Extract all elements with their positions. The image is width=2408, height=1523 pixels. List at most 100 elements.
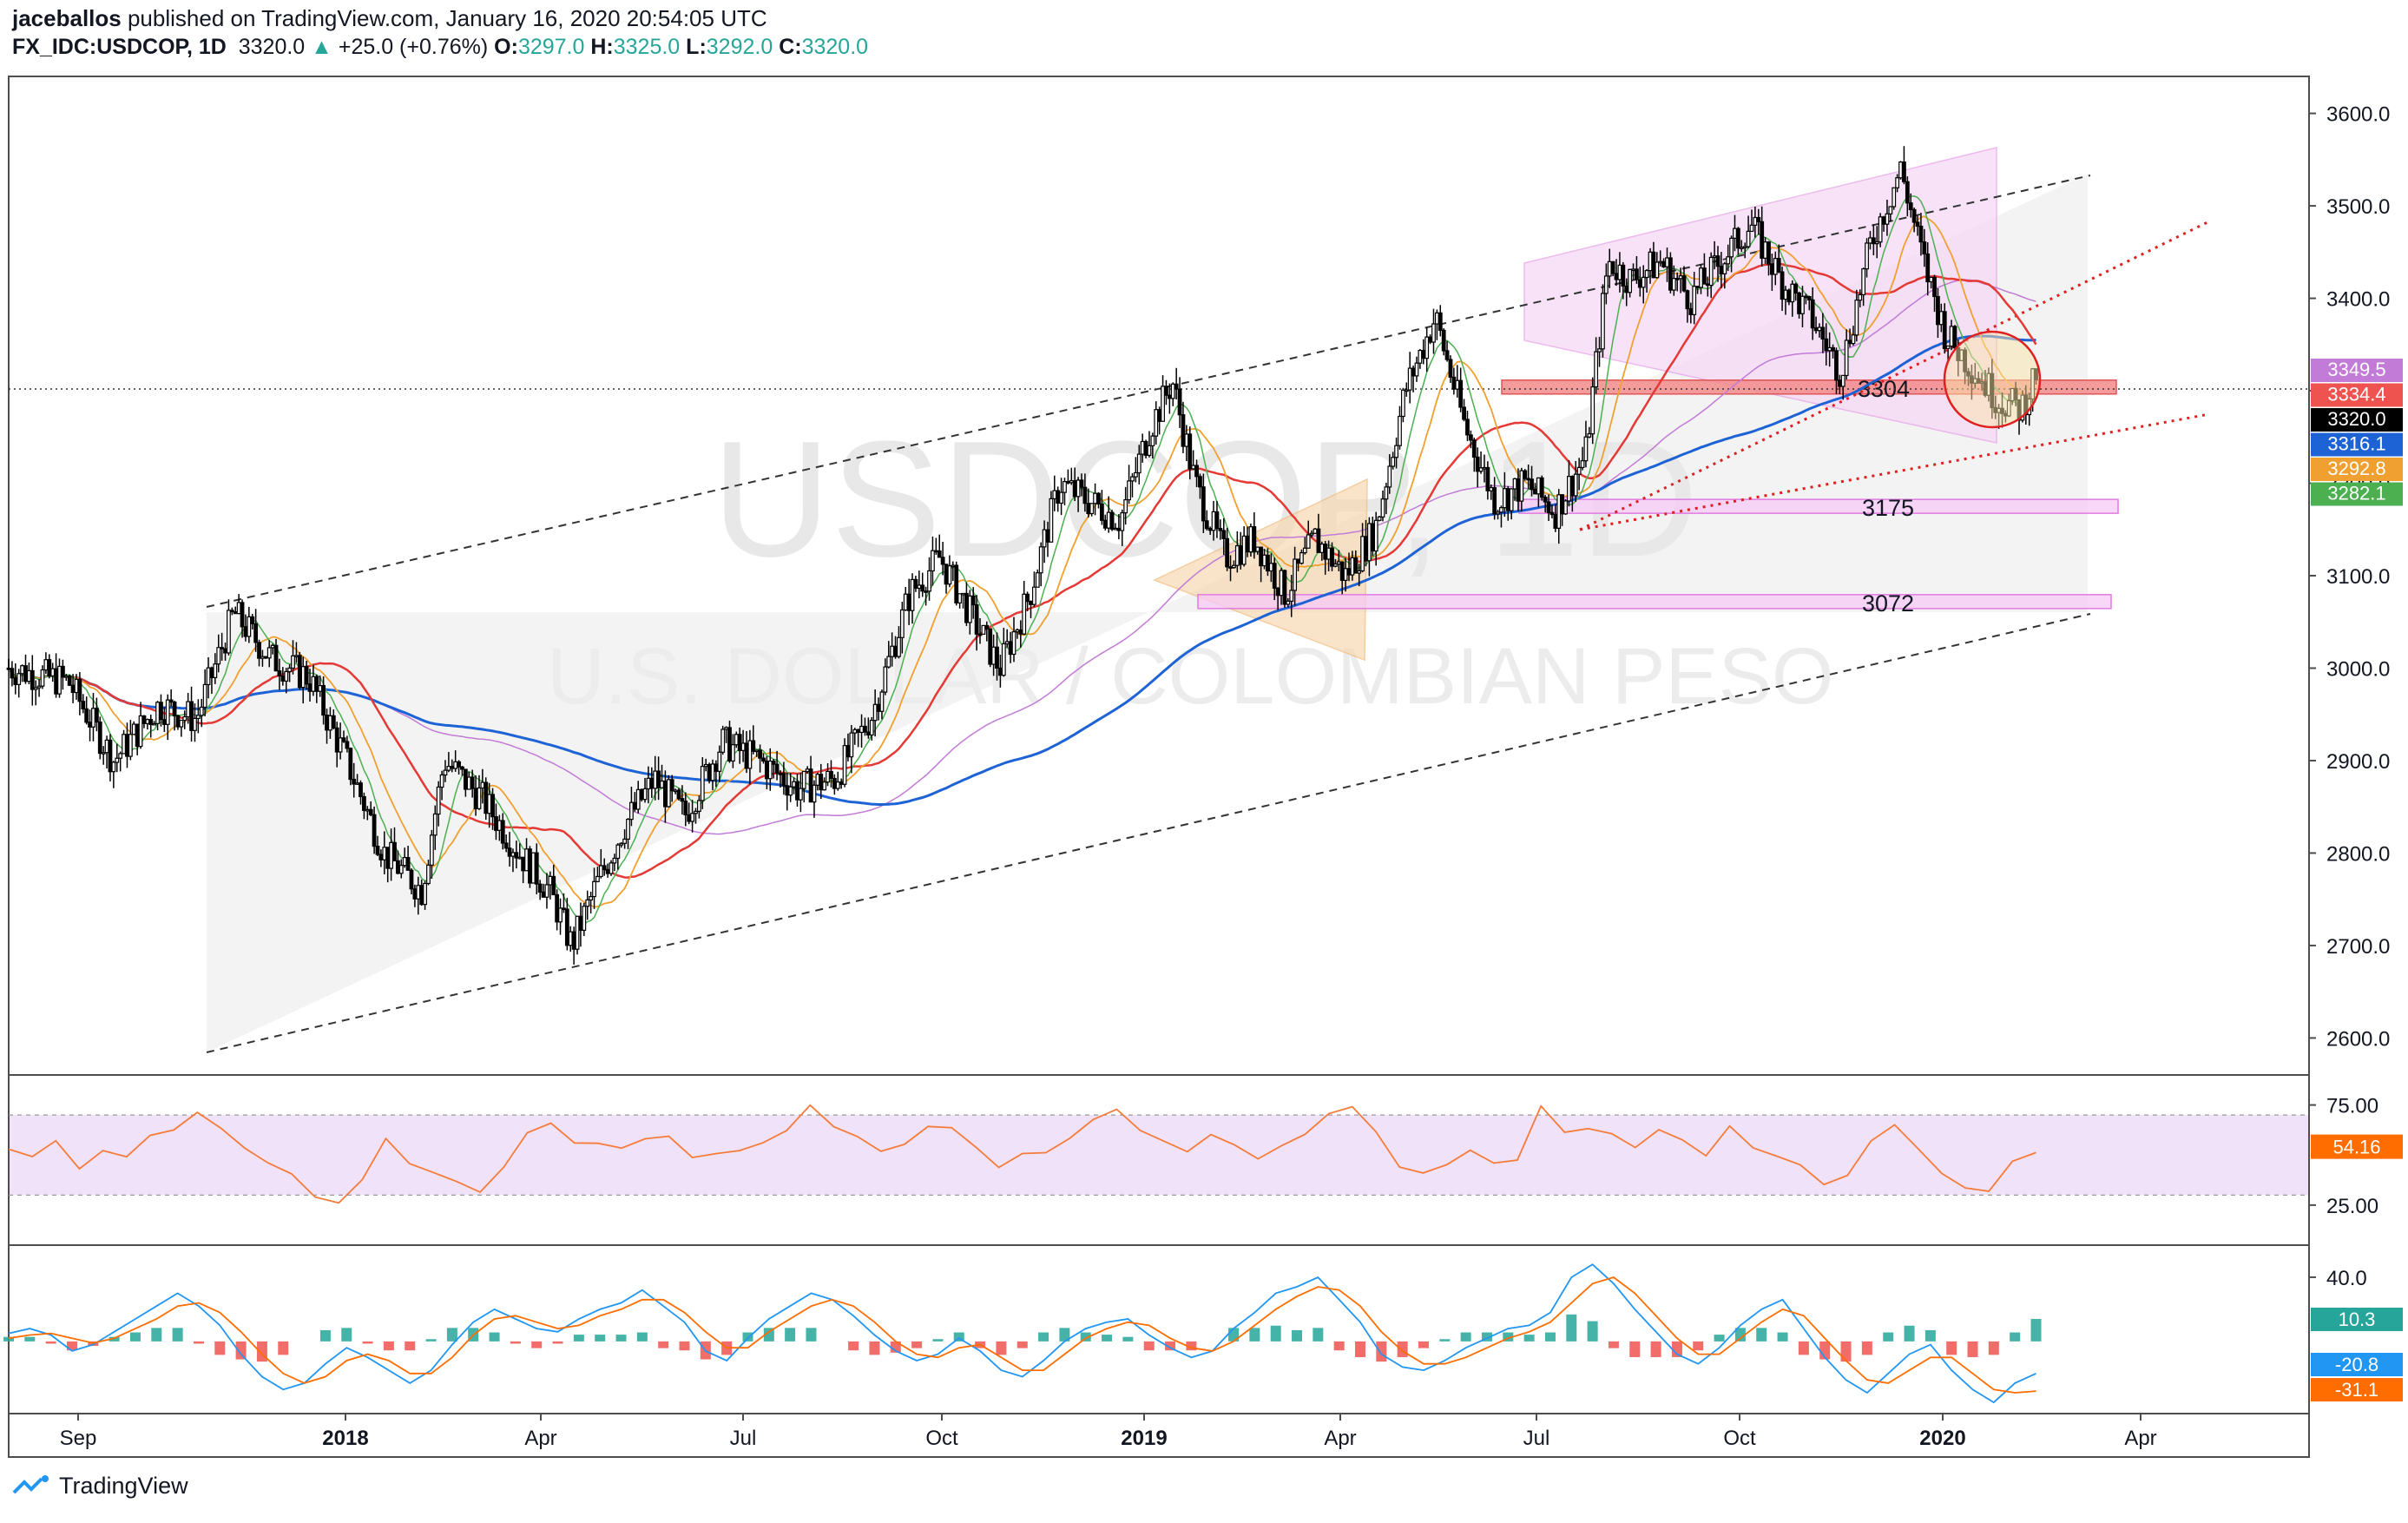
- candle-body: [720, 729, 726, 753]
- rsi-band: [10, 1115, 2308, 1196]
- candle-body: [1851, 334, 1856, 345]
- candle-body: [266, 647, 272, 659]
- change-up-icon: ▲: [311, 35, 332, 59]
- candle-body: [1621, 264, 1626, 287]
- price-tag-label: 3334.4: [2327, 384, 2385, 405]
- candle-body: [1299, 551, 1304, 564]
- candle-body: [1546, 501, 1551, 513]
- rsi-tick-label: 75.00: [2326, 1095, 2378, 1118]
- candle-body: [734, 734, 739, 746]
- candle-body: [1533, 489, 1537, 495]
- price-tag-label: 3320.0: [2327, 408, 2385, 430]
- macd-hist-bar: [1355, 1341, 1365, 1357]
- candle-body: [108, 739, 113, 773]
- candle-body: [1573, 473, 1578, 497]
- candle-body: [589, 895, 594, 901]
- macd-hist-bar: [1946, 1341, 1957, 1355]
- candle-body: [138, 715, 143, 748]
- candles[interactable]: [6, 146, 2038, 965]
- candle-body: [1418, 349, 1423, 364]
- candle-body: [189, 701, 194, 731]
- candle-body: [1885, 213, 1890, 225]
- candle-body: [1052, 490, 1057, 499]
- candle-body: [321, 685, 326, 716]
- candle-body: [1123, 498, 1128, 514]
- candle-body: [63, 675, 69, 678]
- candle-body: [528, 848, 532, 884]
- macd-hist-bar: [24, 1336, 36, 1342]
- candle-body: [530, 852, 536, 884]
- candle-body: [1763, 241, 1767, 259]
- macd-pane[interactable]: [8, 1244, 2310, 1414]
- candle-body: [829, 770, 833, 780]
- candle-body: [1364, 536, 1368, 562]
- price-tag: [2311, 432, 2403, 457]
- candle-body: [1279, 570, 1284, 597]
- candle-body: [1539, 477, 1544, 498]
- candle-body: [517, 856, 523, 860]
- candle-body: [639, 788, 644, 801]
- low-label: L:: [686, 35, 707, 59]
- high-label: H:: [590, 35, 614, 59]
- candle-body: [1475, 456, 1480, 472]
- candle-body: [1015, 629, 1020, 633]
- macd-hist-bar: [1693, 1341, 1704, 1351]
- candle-body: [514, 852, 519, 859]
- ma-orange-line: [8, 215, 2036, 908]
- brand-name[interactable]: TradingView: [59, 1473, 188, 1499]
- macd-hist-bar: [595, 1335, 606, 1342]
- candle-body: [1266, 554, 1270, 572]
- candle-body: [165, 699, 170, 725]
- candle-body: [1756, 216, 1761, 222]
- candle-body: [1428, 336, 1432, 343]
- candle-body: [372, 814, 377, 847]
- candle-body: [1167, 394, 1172, 399]
- candle-body: [33, 687, 38, 690]
- candle-body: [1767, 241, 1771, 265]
- candle-body: [334, 727, 339, 753]
- macd-hist-bar: [1460, 1332, 1471, 1342]
- candle-body: [1177, 388, 1182, 416]
- candle-body: [771, 760, 776, 765]
- symbol-label[interactable]: FX_IDC:USDCOP, 1D: [12, 35, 227, 59]
- candle-body: [1844, 340, 1849, 376]
- candle-body: [1685, 290, 1690, 310]
- candle-body: [1492, 487, 1497, 515]
- candle-body: [1607, 260, 1612, 277]
- candle-body: [1793, 283, 1799, 294]
- candle-body: [839, 781, 844, 785]
- candle-body: [1530, 478, 1534, 491]
- time-axis[interactable]: [8, 1413, 2310, 1458]
- candle-body: [910, 578, 915, 611]
- macd-tag-label: -31.1: [2335, 1379, 2378, 1401]
- candle-body: [209, 667, 214, 678]
- candle-body: [974, 603, 979, 635]
- candle-body: [1031, 586, 1036, 605]
- candle-body: [300, 666, 306, 689]
- candle-body: [1567, 475, 1571, 502]
- candle-body: [1865, 242, 1869, 270]
- candle-body: [1699, 267, 1703, 288]
- candle-body: [558, 907, 563, 923]
- author[interactable]: jaceballos: [12, 5, 122, 31]
- candle-body: [832, 777, 837, 789]
- candle-body: [273, 644, 279, 672]
- candle-body: [1357, 570, 1362, 574]
- macd-hist-bar: [1397, 1341, 1408, 1357]
- candle-body: [1485, 466, 1490, 491]
- candle-body: [1181, 414, 1186, 447]
- candle-body: [859, 725, 864, 734]
- watermark-name: U.S. DOLLAR / COLOMBIAN PESO: [547, 632, 1834, 721]
- candle-body: [368, 808, 373, 815]
- candle-body: [537, 883, 543, 893]
- candle-body: [849, 732, 854, 758]
- candle-body: [1289, 590, 1294, 602]
- macd-hist-bar: [3, 1336, 14, 1342]
- candle-body: [933, 550, 938, 553]
- candle-body: [727, 727, 732, 762]
- macd-hist-bar: [2030, 1318, 2042, 1342]
- candle-body: [1688, 307, 1694, 315]
- publish-line: jaceballos published on TradingView.com,…: [12, 5, 767, 32]
- candle-body: [1786, 289, 1792, 303]
